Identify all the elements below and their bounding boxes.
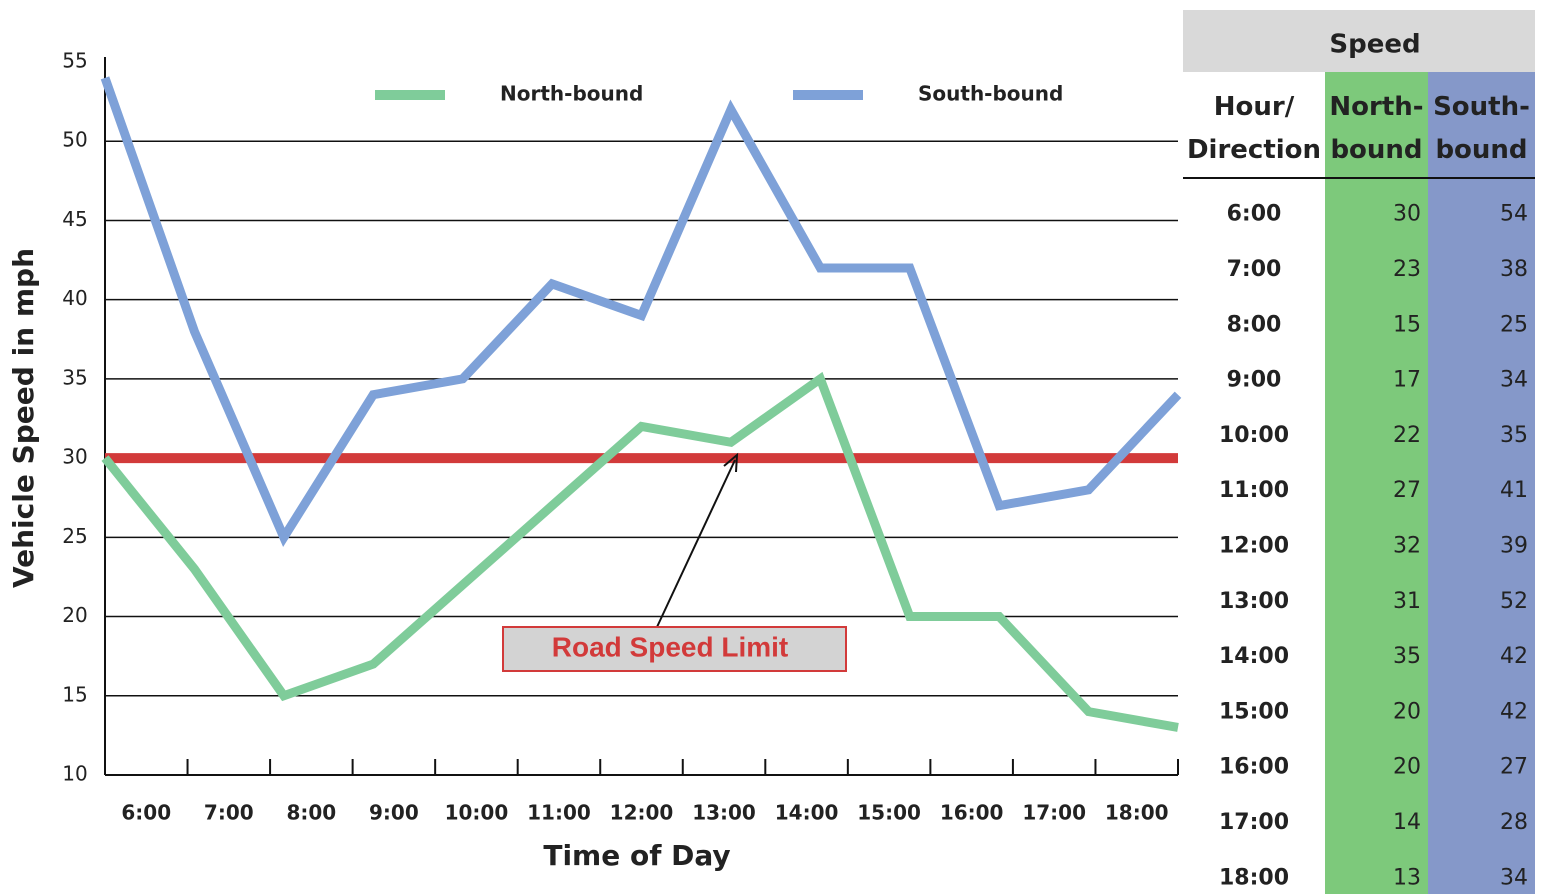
y-tick-label: 50 — [62, 128, 87, 152]
table-hour: 13:00 — [1219, 589, 1289, 614]
table-hour: 16:00 — [1219, 755, 1289, 780]
table-hour: 17:00 — [1219, 810, 1289, 835]
table-hour: 7:00 — [1227, 257, 1282, 282]
y-tick-label: 30 — [62, 445, 87, 469]
annotation-box — [502, 626, 847, 672]
y-tick-label: 20 — [62, 603, 87, 627]
table-value: 52 — [1500, 589, 1528, 614]
table-value: 39 — [1500, 533, 1528, 558]
table-hour: 9:00 — [1227, 368, 1282, 393]
table-hour: 10:00 — [1219, 423, 1289, 448]
x-tick-label: 16:00 — [940, 801, 1004, 825]
table-value: 15 — [1393, 312, 1421, 337]
annotation-label: Road Speed Limit — [552, 631, 788, 662]
table-column-header: Hour/Direction — [1187, 92, 1321, 165]
y-tick-label: 55 — [62, 49, 87, 73]
header-word: Hour/ — [1214, 92, 1295, 122]
table-value: 20 — [1393, 755, 1421, 780]
table-column-header: South-bound — [1433, 92, 1530, 165]
header-word: North- — [1329, 92, 1423, 122]
table-hour: 6:00 — [1227, 202, 1282, 227]
y-tick-label: 25 — [62, 524, 87, 548]
header-word: Direction — [1187, 135, 1321, 165]
table-value: 31 — [1393, 589, 1421, 614]
table-value: 17 — [1393, 368, 1421, 393]
table-value: 27 — [1500, 755, 1528, 780]
table-value: 25 — [1500, 312, 1528, 337]
table-value: 41 — [1500, 478, 1528, 503]
table-hour: 8:00 — [1227, 312, 1282, 337]
table-value: 22 — [1393, 423, 1421, 448]
series-line — [101, 371, 1179, 732]
table-hour: 15:00 — [1219, 699, 1289, 724]
table-value: 23 — [1393, 257, 1421, 282]
table-column-bg — [1325, 72, 1428, 894]
table-value: 27 — [1393, 478, 1421, 503]
x-axis-label: Time of Day — [543, 839, 730, 872]
x-tick-label: 13:00 — [692, 801, 756, 825]
x-tick-label: 6:00 — [121, 801, 171, 825]
table-hour: 18:00 — [1219, 865, 1289, 890]
table-value: 28 — [1500, 810, 1528, 835]
table-value: 42 — [1500, 644, 1528, 669]
table-column-bg — [1428, 72, 1535, 894]
y-tick-label: 45 — [62, 207, 87, 231]
header-word: bound — [1435, 135, 1527, 165]
x-tick-label: 11:00 — [527, 801, 591, 825]
x-tick-label: 15:00 — [857, 801, 921, 825]
x-tick-label: 14:00 — [775, 801, 839, 825]
table-title: Speed — [1329, 30, 1420, 60]
table-value: 13 — [1393, 865, 1421, 890]
table-value: 54 — [1500, 202, 1528, 227]
x-tick-label: 10:00 — [445, 801, 509, 825]
x-tick-label: 18:00 — [1105, 801, 1169, 825]
table-value: 34 — [1500, 368, 1528, 393]
arrow-head — [723, 452, 739, 473]
table-value: 38 — [1500, 257, 1528, 282]
legend-label: South-bound — [918, 82, 1063, 106]
legend-label: North-bound — [500, 82, 643, 106]
table-value: 14 — [1393, 810, 1421, 835]
x-tick-label: 8:00 — [286, 801, 336, 825]
table-column-bg — [1183, 72, 1325, 894]
x-tick-label: 17:00 — [1022, 801, 1086, 825]
table-column-header: North-bound — [1329, 92, 1423, 165]
table-value: 35 — [1500, 423, 1528, 448]
table-hour: 11:00 — [1219, 478, 1289, 503]
table-hour: 14:00 — [1219, 644, 1289, 669]
table-value: 42 — [1500, 699, 1528, 724]
table-value: 35 — [1393, 644, 1421, 669]
y-tick-label: 40 — [62, 286, 87, 310]
x-tick-label: 7:00 — [204, 801, 254, 825]
table-value: 30 — [1393, 202, 1421, 227]
table-header-bg — [1183, 10, 1535, 72]
table-value: 34 — [1500, 865, 1528, 890]
header-word: bound — [1330, 135, 1422, 165]
header-word: South- — [1433, 92, 1530, 122]
series-line — [100, 76, 1182, 547]
annotation-arrow — [656, 459, 736, 628]
table-value: 32 — [1393, 533, 1421, 558]
table-value: 20 — [1393, 699, 1421, 724]
y-tick-label: 15 — [62, 682, 87, 706]
table-hour: 12:00 — [1219, 533, 1289, 558]
x-tick-label: 9:00 — [369, 801, 419, 825]
x-tick-label: 12:00 — [610, 801, 674, 825]
y-tick-label: 35 — [62, 365, 87, 389]
y-axis-label: Vehicle Speed in mph — [7, 248, 40, 588]
y-tick-label: 10 — [62, 762, 87, 786]
